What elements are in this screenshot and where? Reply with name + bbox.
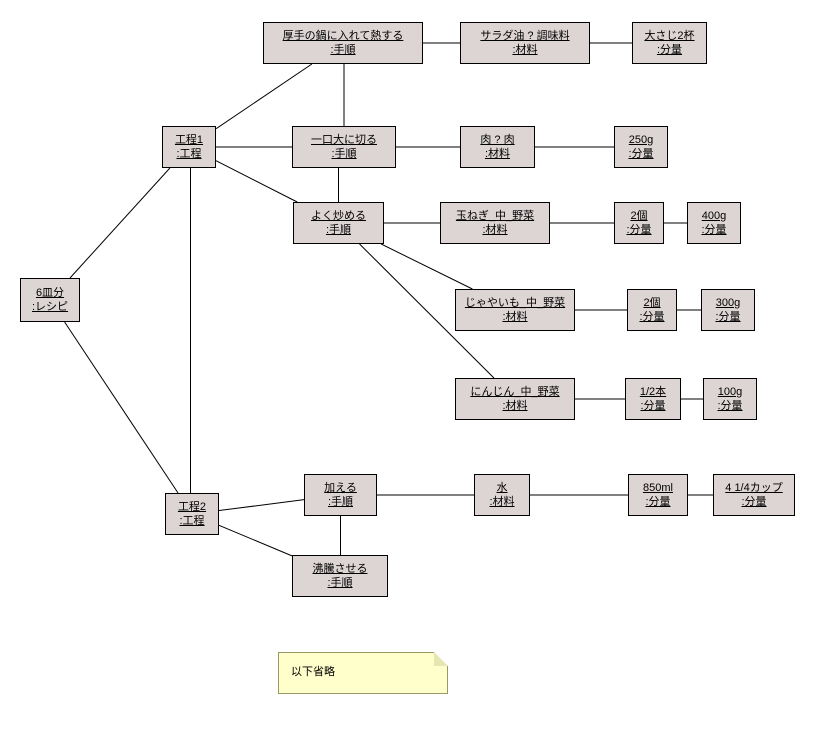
node-amt_carrot1: 1/2本:分量 bbox=[625, 378, 681, 420]
node-mat_onion: 玉ねぎ_中_野菜:材料 bbox=[440, 202, 550, 244]
node-proc_fry: よく炒める:手順 bbox=[293, 202, 384, 244]
node-proc_pot: 厚手の鍋に入れて熱する:手順 bbox=[263, 22, 423, 64]
diagram-note: 以下省略 bbox=[278, 652, 448, 694]
node-amt_water1: 850ml:分量 bbox=[628, 474, 688, 516]
node-mat_carrot: にんじん_中_野菜:材料 bbox=[455, 378, 575, 420]
node-amt_oil: 大さじ2杯:分量 bbox=[632, 22, 707, 64]
node-mat_meat: 肉 ? 肉:材料 bbox=[460, 126, 535, 168]
node-mat_oil: サラダ油 ? 調味料:材料 bbox=[460, 22, 590, 64]
node-amt_potato1: 2個:分量 bbox=[627, 289, 677, 331]
diagram-edges bbox=[0, 0, 830, 746]
node-amt_potato2: 300g:分量 bbox=[701, 289, 755, 331]
node-proc_add: 加える:手順 bbox=[304, 474, 377, 516]
node-amt_carrot2: 100g:分量 bbox=[703, 378, 757, 420]
node-amt_onion2: 400g:分量 bbox=[687, 202, 741, 244]
node-mat_potato: じゃやいも_中_野菜:材料 bbox=[455, 289, 575, 331]
node-amt_meat: 250g:分量 bbox=[614, 126, 668, 168]
node-step1: 工程1:工程 bbox=[162, 126, 216, 168]
note-text: 以下省略 bbox=[291, 666, 335, 678]
node-amt_onion1: 2個:分量 bbox=[614, 202, 664, 244]
node-amt_water2: 4 1/4カップ:分量 bbox=[713, 474, 795, 516]
node-step2: 工程2:工程 bbox=[165, 493, 219, 535]
node-proc_cut: 一口大に切る:手順 bbox=[292, 126, 396, 168]
node-recipe: 6皿分:レシピ bbox=[20, 278, 80, 322]
node-proc_boil: 沸騰させる:手順 bbox=[292, 555, 388, 597]
node-mat_water: 水:材料 bbox=[474, 474, 530, 516]
